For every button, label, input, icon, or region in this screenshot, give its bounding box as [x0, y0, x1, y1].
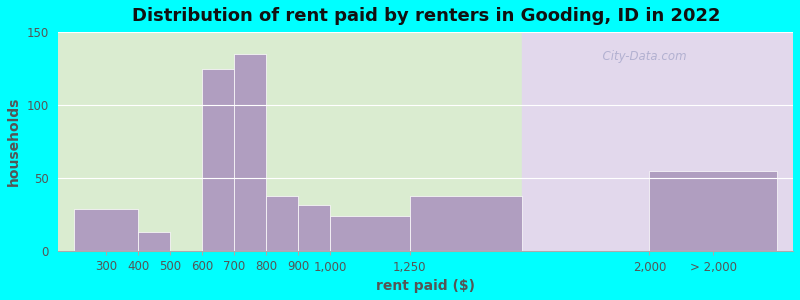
X-axis label: rent paid ($): rent paid ($) [376, 279, 475, 293]
Y-axis label: households: households [7, 97, 21, 187]
Bar [522, 32, 793, 251]
Bar [330, 216, 410, 251]
Bar [266, 196, 298, 251]
Bar [234, 54, 266, 251]
Bar [202, 69, 234, 251]
Bar [74, 209, 138, 251]
Bar [298, 205, 330, 251]
Bar [410, 196, 522, 251]
Title: Distribution of rent paid by renters in Gooding, ID in 2022: Distribution of rent paid by renters in … [131, 7, 720, 25]
Bar [650, 171, 777, 251]
Bar [138, 232, 170, 251]
Text: City-Data.com: City-Data.com [594, 50, 686, 63]
Bar [58, 32, 522, 251]
